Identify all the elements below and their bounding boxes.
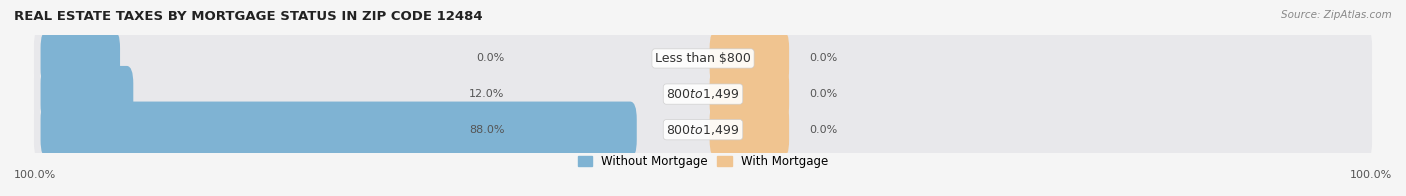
FancyBboxPatch shape	[41, 30, 120, 87]
Text: Less than $800: Less than $800	[655, 52, 751, 65]
Text: 0.0%: 0.0%	[808, 125, 837, 135]
Text: 100.0%: 100.0%	[14, 170, 56, 180]
FancyBboxPatch shape	[34, 28, 1372, 89]
Text: 0.0%: 0.0%	[808, 89, 837, 99]
FancyBboxPatch shape	[41, 102, 637, 158]
FancyBboxPatch shape	[710, 66, 789, 122]
Text: $800 to $1,499: $800 to $1,499	[666, 123, 740, 137]
Text: 0.0%: 0.0%	[477, 54, 505, 64]
FancyBboxPatch shape	[41, 66, 134, 122]
Text: 100.0%: 100.0%	[1350, 170, 1392, 180]
Legend: Without Mortgage, With Mortgage: Without Mortgage, With Mortgage	[578, 155, 828, 168]
FancyBboxPatch shape	[34, 99, 1372, 160]
Text: 88.0%: 88.0%	[468, 125, 505, 135]
Text: REAL ESTATE TAXES BY MORTGAGE STATUS IN ZIP CODE 12484: REAL ESTATE TAXES BY MORTGAGE STATUS IN …	[14, 10, 482, 23]
Text: 0.0%: 0.0%	[808, 54, 837, 64]
FancyBboxPatch shape	[710, 102, 789, 158]
FancyBboxPatch shape	[34, 64, 1372, 124]
FancyBboxPatch shape	[710, 30, 789, 87]
Text: 12.0%: 12.0%	[468, 89, 505, 99]
Text: Source: ZipAtlas.com: Source: ZipAtlas.com	[1281, 10, 1392, 20]
Text: $800 to $1,499: $800 to $1,499	[666, 87, 740, 101]
